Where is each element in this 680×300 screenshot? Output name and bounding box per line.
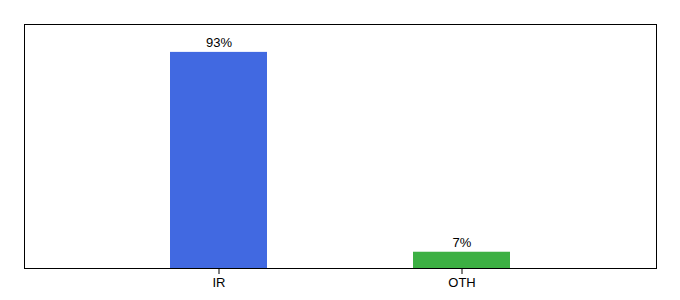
svg-text:OTH: OTH bbox=[448, 275, 475, 290]
svg-text:IR: IR bbox=[213, 275, 226, 290]
svg-text:7%: 7% bbox=[453, 235, 472, 250]
svg-text:93%: 93% bbox=[206, 35, 232, 50]
